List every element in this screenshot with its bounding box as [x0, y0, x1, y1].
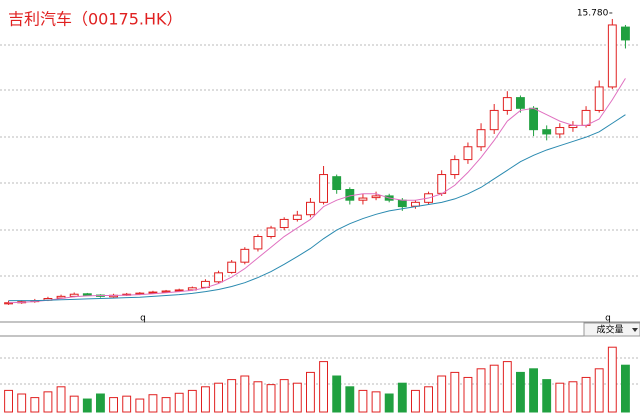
volume-bar	[397, 382, 407, 413]
candle-body	[502, 97, 512, 111]
volume-bar	[502, 361, 512, 413]
volume-bar	[161, 397, 171, 413]
candle-body	[450, 159, 460, 176]
volume-bar	[201, 386, 210, 413]
volume-bar	[30, 397, 40, 413]
candle-body	[437, 174, 447, 194]
moving-average	[8, 114, 626, 302]
date-marker: q	[140, 314, 146, 324]
volume-bar	[187, 389, 197, 413]
candle-body	[621, 26, 630, 41]
volume-bar	[555, 382, 565, 413]
candle-body	[476, 129, 486, 148]
candle-body	[266, 227, 276, 238]
volume-bar	[96, 393, 105, 413]
candle-body	[214, 272, 223, 283]
grid	[0, 44, 640, 385]
volume-bar	[489, 364, 499, 413]
candle-body	[69, 293, 79, 297]
volume-bar	[529, 368, 538, 413]
candle-body	[227, 261, 237, 273]
volume-bar	[476, 368, 486, 413]
volume-bar	[4, 389, 13, 413]
volume-bar	[516, 371, 525, 413]
candle-body	[240, 248, 250, 263]
candle-body	[174, 289, 184, 292]
candle-body	[463, 146, 473, 161]
volume-bar	[411, 389, 420, 413]
candle-body	[279, 218, 289, 229]
candle-body	[542, 129, 552, 135]
volume-bar	[174, 392, 184, 413]
volume-bar	[332, 375, 342, 413]
volume-bar	[82, 398, 92, 413]
candle-body	[332, 176, 342, 191]
volume-bar	[437, 375, 447, 413]
candle-body	[489, 109, 499, 131]
volume-label[interactable]: 成交量	[596, 324, 623, 336]
candle-body	[516, 97, 525, 109]
candle-body	[529, 107, 538, 131]
volume-bar	[240, 375, 250, 413]
candle-body	[397, 199, 407, 208]
volume-bar	[621, 364, 630, 413]
volume-bar	[266, 384, 276, 413]
volume-bar	[17, 393, 27, 413]
volume-bar	[135, 398, 145, 413]
candle-body	[82, 293, 92, 296]
volume-bar	[292, 382, 302, 413]
candle-body	[358, 197, 368, 201]
volume-bar	[594, 368, 604, 413]
dropdown-arrow[interactable]	[632, 328, 638, 332]
candle-body	[161, 290, 171, 293]
candle-body	[594, 86, 604, 111]
candle-body	[345, 189, 355, 201]
moving-average	[8, 78, 626, 304]
volume-bar	[371, 391, 381, 413]
volume-bar	[214, 382, 223, 413]
volume-bar	[279, 379, 289, 413]
volume-bar	[384, 393, 394, 413]
volume-bar	[450, 371, 460, 413]
volume-bar	[424, 386, 433, 413]
date-marker: q	[605, 314, 611, 324]
volume-bar	[542, 379, 552, 413]
volume-bar	[581, 376, 591, 413]
volume-bar	[253, 381, 263, 413]
candle-body	[253, 236, 263, 250]
volume-bar	[69, 395, 79, 413]
volume-bar	[607, 346, 617, 413]
candle-body	[607, 24, 617, 88]
candle-body	[555, 127, 565, 135]
volume-bar	[358, 389, 368, 413]
candle-body	[292, 214, 302, 220]
candle-body	[411, 201, 420, 207]
volume-bar	[568, 381, 578, 413]
volume-bar	[345, 386, 355, 413]
candle-body	[306, 201, 315, 216]
candle-body	[148, 291, 158, 294]
candle-body	[371, 195, 381, 199]
chart-title: 吉利汽车（00175.HK）	[8, 10, 183, 29]
volume-bar	[148, 394, 158, 413]
volume-bar	[463, 376, 473, 413]
volume-bar	[109, 397, 118, 413]
volume-selector[interactable]	[583, 322, 640, 337]
candle-body	[581, 109, 591, 126]
high-label: 15.780	[577, 8, 609, 18]
volume-bar	[56, 386, 66, 413]
candle-body	[319, 174, 328, 203]
volume-bar	[319, 361, 328, 413]
volume-bar	[227, 379, 237, 413]
volume-bar	[43, 391, 53, 413]
volume-bar	[122, 395, 132, 413]
volume-bar	[306, 371, 315, 413]
